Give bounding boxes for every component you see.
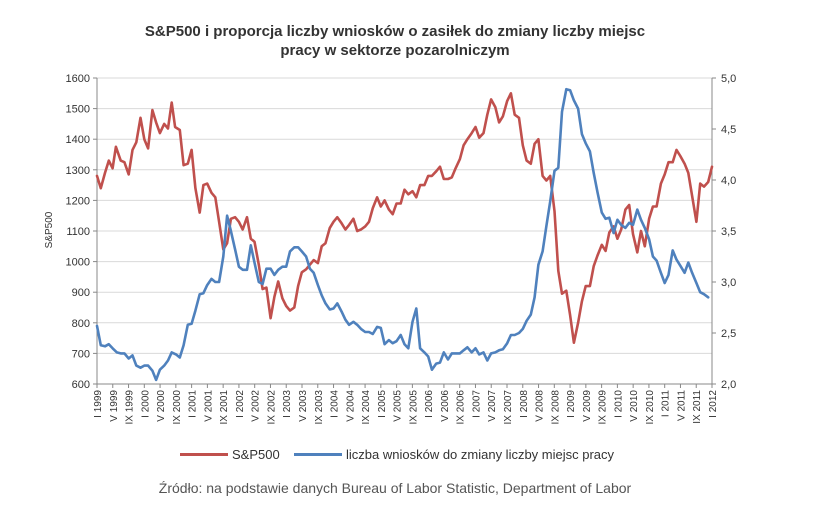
legend-label-claims: liczba wniosków do zmiany liczby miejsc …	[346, 447, 615, 462]
chart-title: S&P500 i proporcja liczby wniosków o zas…	[0, 22, 790, 60]
right-axis-tick-label: 3,5	[721, 226, 736, 238]
left-axis-tick-label: 900	[72, 287, 90, 299]
x-axis-tick-label: V 1999	[109, 390, 120, 422]
chart-title-line2: pracy w sektorze pozarolniczym	[280, 42, 510, 59]
x-axis-tick-label: IX 2010	[645, 390, 656, 425]
x-axis-tick-label: IX 2005	[408, 390, 419, 425]
x-axis-tick-label: IX 2000	[172, 390, 183, 425]
chart-grid	[97, 77, 712, 354]
x-axis-tick-label: I 2000	[140, 390, 151, 418]
x-axis-tick-label: V 2007	[487, 390, 498, 422]
right-axis-tick-label: 2,5	[721, 328, 736, 340]
x-axis-tick-label: IX 2001	[219, 390, 230, 425]
right-axis-tick-label: 4,0	[721, 175, 736, 187]
x-axis-tick-label: I 2001	[188, 390, 199, 418]
x-axis-tick-label: IX 2004	[361, 390, 372, 425]
x-axis-tick-label: V 2011	[676, 390, 687, 421]
x-axis-tick-label: I 2006	[424, 390, 435, 418]
x-axis-tick-label: IX 2011	[692, 390, 703, 424]
right-axis-tick-label: 3,0	[721, 277, 736, 289]
left-axis-tick-label: 1300	[66, 165, 90, 177]
left-axis-tick-label: 700	[72, 348, 90, 360]
x-axis-tick-label: IX 2002	[266, 390, 277, 425]
left-axis-tick-label: 1600	[66, 73, 90, 85]
x-axis-tick-label: V 2008	[535, 390, 546, 422]
x-axis-tick-label: I 2004	[330, 390, 341, 418]
chart-series	[95, 87, 714, 382]
left-axis-tick-label: 1100	[66, 226, 90, 238]
chart-axes	[93, 77, 716, 388]
x-axis-tick-label: IX 2006	[456, 390, 467, 425]
x-axis-tick-label: IX 2009	[598, 390, 609, 425]
x-axis-tick-label: I 2012	[708, 390, 719, 418]
x-axis-tick-label: IX 2008	[550, 390, 561, 425]
right-axis-tick-labels: 2,0 2,5 3,0 3,5 4,0 4,5 5,0	[721, 73, 736, 391]
legend-swatch-sp500	[180, 453, 228, 456]
x-axis-tick-label: I 2011	[661, 390, 672, 417]
x-axis-tick-label: I 2010	[613, 390, 624, 418]
x-axis-tick-label: V 2010	[629, 390, 640, 422]
left-axis-tick-label: 1400	[66, 134, 90, 146]
x-axis-tick-label: I 2005	[377, 390, 388, 418]
legend-label-sp500: S&P500	[232, 447, 280, 462]
chart-title-line1: S&P500 i proporcja liczby wniosków o zas…	[144, 23, 646, 40]
left-axis-tick-label: 600	[72, 379, 90, 391]
left-axis-tick-label: 1500	[66, 104, 90, 116]
x-axis-tick-label: V 2004	[345, 390, 356, 422]
x-axis-tick-label: V 2009	[582, 390, 593, 422]
x-axis-tick-label: V 2001	[203, 390, 214, 422]
x-axis-tick-label: IX 2003	[314, 390, 325, 425]
right-axis-tick-label: 4,5	[721, 124, 736, 136]
x-axis-tick-label: IX 2007	[503, 390, 514, 425]
x-axis-tick-label: V 2000	[156, 390, 167, 422]
series-line-claims-ratio	[95, 87, 710, 382]
line-chart: 600 700 800 900 1000 1100 1200 1300 1400 1500 1600…	[44, 73, 736, 425]
x-axis-tick-label: V 2003	[298, 390, 309, 422]
x-axis-tick-labels: I 1999 V 1999 IX 1999 I 2000 V 2000 IX 2000 I …	[93, 390, 719, 425]
left-axis-tick-label: 1000	[66, 257, 90, 269]
left-axis-tick-label: 1200	[66, 195, 90, 207]
x-axis-tick-label: I 1999	[93, 390, 104, 418]
y-axis-label: S&P500	[44, 211, 55, 248]
x-axis-tick-label: V 2006	[440, 390, 451, 422]
legend-item-claims: liczba wniosków do zmiany liczby miejsc …	[294, 447, 614, 462]
left-axis-tick-label: 800	[72, 318, 90, 330]
right-axis-tick-label: 2,0	[721, 379, 736, 391]
x-axis-tick-label: I 2008	[519, 390, 530, 418]
source-note: Źródło: na podstawie danych Bureau of La…	[158, 480, 632, 496]
x-axis-tick-label: IX 1999	[125, 390, 136, 425]
x-axis-tick-label: I 2002	[235, 390, 246, 418]
series-line-sp500	[95, 92, 714, 344]
x-axis-tick-label: V 2005	[393, 390, 404, 422]
legend-item-sp500: S&P500	[180, 447, 280, 462]
x-axis-tick-label: I 2009	[566, 390, 577, 418]
x-axis-tick-label: I 2003	[282, 390, 293, 418]
right-axis-tick-label: 5,0	[721, 73, 736, 85]
x-axis-tick-label: I 2007	[471, 390, 482, 418]
x-axis-tick-label: V 2002	[251, 390, 262, 422]
left-axis-tick-labels: 600 700 800 900 1000 1100 1200 1300 1400 1500 1600	[66, 73, 90, 391]
legend-swatch-claims	[294, 453, 342, 456]
